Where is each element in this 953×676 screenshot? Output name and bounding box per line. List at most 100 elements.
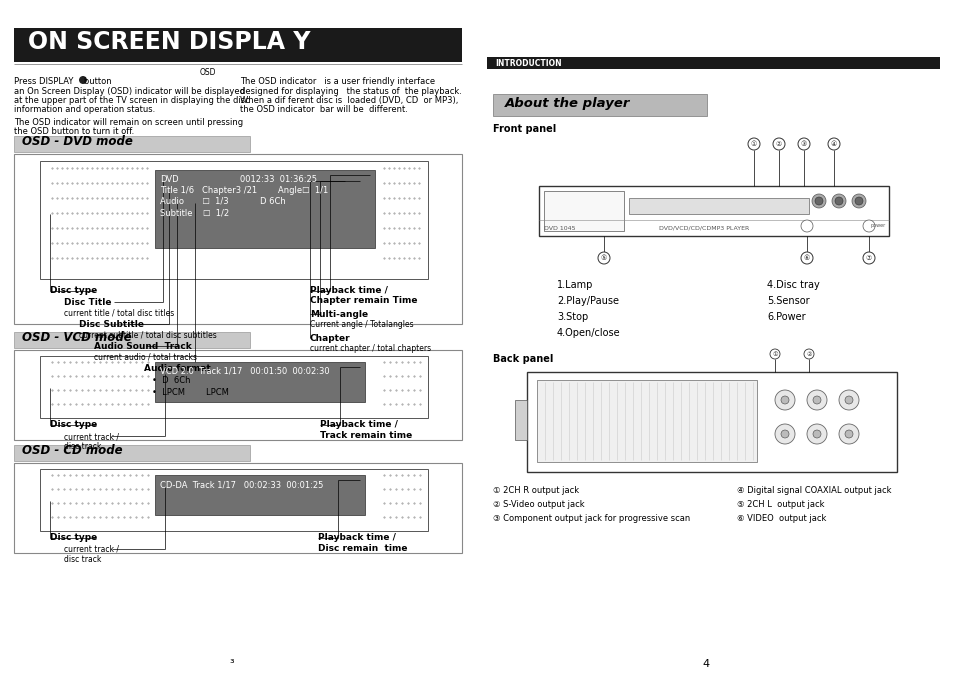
Bar (14, 463, 461, 553)
Circle shape (834, 197, 842, 205)
Text: 6.Power: 6.Power (766, 312, 804, 322)
Text: ⑤ 2CH L  output jack: ⑤ 2CH L output jack (737, 500, 823, 509)
Text: Angle☐  1/1: Angle☐ 1/1 (277, 186, 328, 195)
Text: ⑥: ⑥ (803, 255, 809, 261)
Circle shape (844, 430, 852, 438)
Circle shape (803, 349, 813, 359)
Circle shape (806, 390, 826, 410)
Circle shape (844, 396, 852, 404)
Bar (537, 380, 757, 462)
Text: DVD 1045: DVD 1045 (543, 226, 575, 231)
Text: ②: ② (805, 352, 811, 356)
Text: D 6Ch: D 6Ch (260, 197, 286, 206)
Bar (40, 161, 428, 279)
Text: power: power (870, 224, 885, 228)
Text: ④: ④ (830, 141, 836, 147)
Bar (154, 475, 365, 515)
Text: DVD/VCD/CD/CDMP3 PLAYER: DVD/VCD/CD/CDMP3 PLAYER (659, 226, 748, 231)
Circle shape (774, 424, 794, 444)
Text: Press DISPLAY    button: Press DISPLAY button (14, 77, 112, 86)
Text: current chapter / total chapters: current chapter / total chapters (310, 344, 431, 353)
Bar (154, 170, 375, 248)
Text: DVD: DVD (160, 175, 178, 184)
Text: When a dif ferent disc is  loaded (DVD, CD  or MP3),: When a dif ferent disc is loaded (DVD, C… (240, 96, 457, 105)
Text: Playback time /: Playback time / (317, 533, 395, 542)
Text: OSD: OSD (200, 68, 216, 77)
Text: current subtitle / total disc subtitles: current subtitle / total disc subtitles (79, 330, 216, 339)
Text: The OSD indicator will remain on screen until pressing: The OSD indicator will remain on screen … (14, 118, 243, 127)
Bar (14, 445, 250, 461)
Text: 0012:33  01:36:25: 0012:33 01:36:25 (240, 175, 316, 184)
Text: at the upper part of the TV screen in displaying the disc: at the upper part of the TV screen in di… (14, 96, 250, 105)
Text: •  LPCM        LPCM: • LPCM LPCM (152, 388, 229, 397)
Text: CD-DA  Track 1/17   00:02:33  00:01:25: CD-DA Track 1/17 00:02:33 00:01:25 (160, 480, 323, 489)
Text: Back panel: Back panel (493, 354, 553, 364)
Text: 5.Sensor: 5.Sensor (766, 296, 809, 306)
Text: current audio / total tracks: current audio / total tracks (94, 352, 196, 361)
Text: ①: ① (750, 141, 757, 147)
Bar (543, 191, 623, 231)
Text: ① 2CH R output jack: ① 2CH R output jack (493, 486, 578, 495)
Text: ② S-Video output jack: ② S-Video output jack (493, 500, 584, 509)
Text: Playback time /: Playback time / (310, 286, 388, 295)
Text: ⑦: ⑦ (865, 255, 871, 261)
Text: Subtitle    ☐  1/2: Subtitle ☐ 1/2 (160, 208, 229, 217)
Circle shape (811, 194, 825, 208)
Bar (40, 356, 428, 418)
Text: OSD - VCD mode: OSD - VCD mode (22, 331, 132, 344)
Circle shape (769, 349, 780, 359)
Circle shape (781, 430, 788, 438)
Text: Audio format: Audio format (144, 364, 211, 373)
Text: Track remain time: Track remain time (319, 431, 412, 440)
Text: Playback time /: Playback time / (319, 420, 397, 429)
Text: 3.Stop: 3.Stop (557, 312, 588, 322)
Text: INTRODUCTION: INTRODUCTION (495, 59, 561, 68)
Text: Chapter remain Time: Chapter remain Time (310, 296, 417, 305)
Text: ①: ① (771, 352, 777, 356)
Circle shape (851, 194, 865, 208)
Circle shape (831, 194, 845, 208)
Text: The OSD indicator   is a user friendly interface: The OSD indicator is a user friendly int… (240, 77, 435, 86)
Bar (538, 186, 888, 236)
Circle shape (827, 138, 840, 150)
Text: Disc type: Disc type (50, 286, 97, 295)
Circle shape (838, 390, 858, 410)
Text: 4.Disc tray: 4.Disc tray (766, 280, 819, 290)
Bar (14, 136, 250, 152)
Text: Disc Title: Disc Title (64, 298, 112, 307)
Circle shape (838, 424, 858, 444)
Text: ⑥ VIDEO  output jack: ⑥ VIDEO output jack (737, 514, 825, 523)
Text: an On Screen Display (OSD) indicator will be displayed: an On Screen Display (OSD) indicator wil… (14, 87, 245, 96)
Circle shape (854, 197, 862, 205)
Bar (14, 350, 461, 440)
Text: disc track: disc track (64, 442, 101, 451)
Circle shape (79, 76, 87, 84)
Circle shape (814, 197, 822, 205)
Bar (14, 332, 250, 348)
Text: 2.Play/Pause: 2.Play/Pause (557, 296, 618, 306)
Text: Audio Sound  Track: Audio Sound Track (94, 342, 192, 351)
Circle shape (774, 390, 794, 410)
Text: 4: 4 (701, 659, 709, 669)
Circle shape (812, 396, 821, 404)
Bar (154, 362, 365, 402)
Text: VCD 2.0  Track 1/17   00:01:50  00:02:30: VCD 2.0 Track 1/17 00:01:50 00:02:30 (160, 367, 330, 376)
Text: ON SCREEN DISPLA Y: ON SCREEN DISPLA Y (28, 30, 310, 54)
Text: OSD - CD mode: OSD - CD mode (22, 444, 123, 457)
Text: ④ Digital signal COAXIAL output jack: ④ Digital signal COAXIAL output jack (737, 486, 890, 495)
Text: Front panel: Front panel (493, 124, 556, 134)
Text: 1.Lamp: 1.Lamp (557, 280, 593, 290)
Text: •  D  6Ch: • D 6Ch (152, 376, 191, 385)
Text: ③ Component output jack for progressive scan: ③ Component output jack for progressive … (493, 514, 690, 523)
Bar (14, 28, 461, 62)
Text: Multi-angle: Multi-angle (310, 310, 368, 319)
Text: About the player: About the player (504, 97, 630, 110)
Circle shape (598, 252, 609, 264)
Text: ³: ³ (230, 659, 234, 669)
Text: information and operation status.: information and operation status. (14, 105, 155, 114)
Text: the OSD indicator  bar will be  different.: the OSD indicator bar will be different. (240, 105, 408, 114)
Circle shape (772, 138, 784, 150)
Circle shape (747, 138, 760, 150)
Circle shape (862, 220, 874, 232)
Text: Chapter: Chapter (310, 334, 351, 343)
